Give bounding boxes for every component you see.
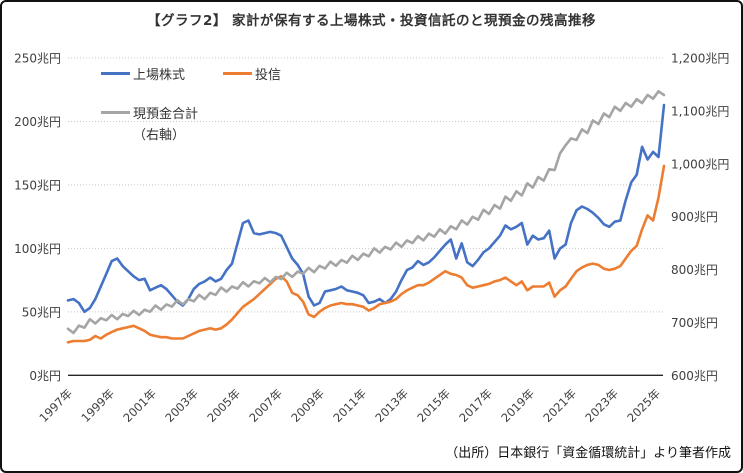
- x-axis-label: 2005年: [204, 386, 243, 425]
- x-axis-label: 1997年: [36, 386, 75, 425]
- legend-item-cash-deposits: 現預金合計: [101, 103, 198, 122]
- listed-stocks-line-swatch: [101, 72, 130, 75]
- y-axis-left-label: 0兆円: [29, 369, 61, 383]
- x-axis-label: 2009年: [288, 386, 327, 425]
- y-axis-left-label: 200兆円: [14, 115, 61, 129]
- y-axis-left-label: 50兆円: [22, 305, 61, 319]
- x-axis-label: 2023年: [582, 386, 621, 425]
- legend-item-listed-stocks: 上場株式: [101, 64, 185, 83]
- series-line-現預金合計（右軸）: [66, 90, 666, 335]
- y-axis-right-label: 900兆円: [671, 210, 718, 224]
- source-note: （出所）日本銀行「資金循環統計」より筆者作成: [445, 446, 731, 461]
- x-axis-label: 1999年: [78, 386, 117, 425]
- series-line-投信: [66, 164, 666, 344]
- legend-label-cash-deposits: 現預金合計: [133, 107, 199, 122]
- cash-deposits-line-swatch: [101, 111, 130, 114]
- chart-title: 【グラフ2】 家計が保有する上場株式・投資信託のと現預金の残高推移: [146, 13, 597, 29]
- y-axis-left-label: 150兆円: [14, 178, 61, 192]
- legend-item-investment-trusts: 投信: [223, 64, 281, 83]
- x-axis-label: 2015年: [414, 386, 453, 425]
- y-axis-left-label: 250兆円: [14, 52, 61, 66]
- x-axis-label: 2019年: [498, 386, 537, 425]
- x-axis-label: 2001年: [120, 386, 159, 425]
- investment-trusts-line-swatch: [223, 72, 252, 75]
- legend-label-right-axis-note: （右軸）: [133, 128, 186, 143]
- y-axis-right-label: 1,200兆円: [671, 52, 729, 66]
- x-axis-label: 2003年: [162, 386, 201, 425]
- x-axis-label: 2007年: [246, 386, 285, 425]
- x-axis-label: 2025年: [624, 386, 663, 425]
- y-axis-right-label: 700兆円: [671, 316, 718, 330]
- x-axis-label: 2017年: [456, 386, 495, 425]
- x-axis-label: 2013年: [372, 386, 411, 425]
- y-axis-right-label: 1,000兆円: [671, 157, 729, 171]
- legend-label-investment-trusts: 投信: [255, 68, 282, 83]
- y-axis-right-label: 600兆円: [671, 369, 718, 383]
- x-axis-label: 2021年: [540, 386, 579, 425]
- x-axis-label: 2011年: [330, 386, 369, 425]
- series-line-上場株式: [66, 103, 666, 314]
- y-axis-right-label: 800兆円: [671, 263, 718, 277]
- y-axis-left-label: 100兆円: [14, 242, 61, 256]
- y-axis-right-label: 1,100兆円: [671, 104, 729, 118]
- legend-label-listed-stocks: 上場株式: [133, 68, 186, 83]
